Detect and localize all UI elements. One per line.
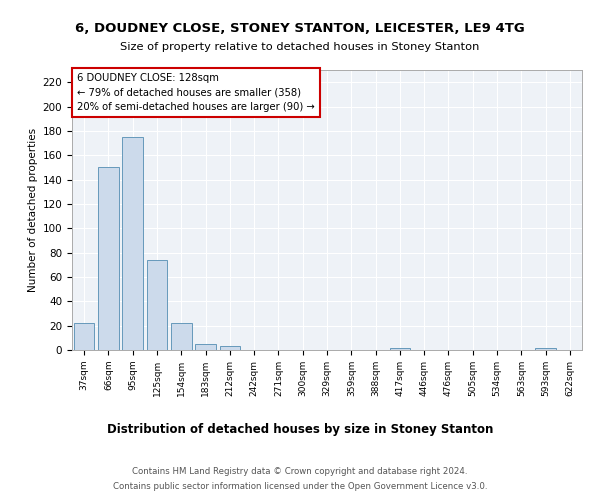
Text: Contains public sector information licensed under the Open Government Licence v3: Contains public sector information licen… bbox=[113, 482, 487, 491]
Text: Contains HM Land Registry data © Crown copyright and database right 2024.: Contains HM Land Registry data © Crown c… bbox=[132, 467, 468, 476]
Text: 6, DOUDNEY CLOSE, STONEY STANTON, LEICESTER, LE9 4TG: 6, DOUDNEY CLOSE, STONEY STANTON, LEICES… bbox=[75, 22, 525, 36]
Text: 6 DOUDNEY CLOSE: 128sqm
← 79% of detached houses are smaller (358)
20% of semi-d: 6 DOUDNEY CLOSE: 128sqm ← 79% of detache… bbox=[77, 73, 315, 112]
Bar bbox=[171, 323, 191, 350]
Bar bbox=[74, 323, 94, 350]
Bar bbox=[220, 346, 240, 350]
Bar bbox=[146, 260, 167, 350]
Bar bbox=[389, 348, 410, 350]
Bar bbox=[122, 137, 143, 350]
Bar bbox=[535, 348, 556, 350]
Text: Size of property relative to detached houses in Stoney Stanton: Size of property relative to detached ho… bbox=[121, 42, 479, 52]
Bar bbox=[98, 168, 119, 350]
Text: Distribution of detached houses by size in Stoney Stanton: Distribution of detached houses by size … bbox=[107, 422, 493, 436]
Y-axis label: Number of detached properties: Number of detached properties bbox=[28, 128, 38, 292]
Bar bbox=[195, 344, 216, 350]
